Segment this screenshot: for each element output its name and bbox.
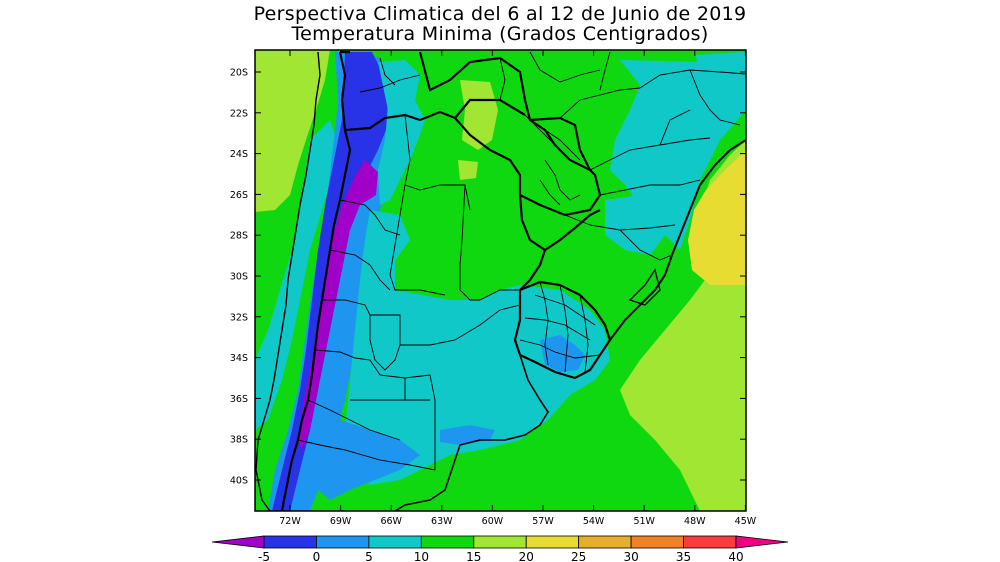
lon-tick-label: 69W — [330, 516, 352, 527]
field-atlantic-yellow — [688, 150, 746, 285]
longitude-axis: 72W 69W 66W 63W 60W 57W 54W 51W 48W 45W — [279, 50, 757, 527]
border-misiones — [518, 194, 601, 291]
border-bolivia — [340, 50, 591, 171]
lat-tick-label: 40S — [230, 476, 248, 487]
colorbar-segment — [316, 535, 370, 549]
colorbar-label: 15 — [466, 550, 481, 562]
map-subtitle: Temperatura Minima (Grados Centigrados) — [291, 23, 709, 45]
colorbar-label: 40 — [728, 550, 743, 562]
lat-tick-label: 24S — [230, 149, 248, 160]
colorbar-segment — [368, 535, 422, 549]
colorbar: -5 0 5 10 15 20 25 30 35 40 — [211, 535, 789, 562]
colorbar-label: 0 — [313, 550, 321, 562]
field-parana-cyan — [605, 195, 665, 255]
lon-tick-label: 48W — [684, 516, 706, 527]
colorbar-label: 5 — [365, 550, 373, 562]
colorbar-label: 25 — [571, 550, 586, 562]
colorbar-segment — [263, 535, 317, 549]
lon-tick-label: 63W — [431, 516, 453, 527]
lat-tick-label: 32S — [230, 312, 248, 323]
field-pacific-lightgreen — [255, 50, 330, 212]
colorbar-cap-right — [735, 535, 789, 549]
lat-tick-label: 22S — [230, 108, 248, 119]
field-chaco-lightgreen — [460, 80, 498, 150]
border-lagoa — [628, 268, 661, 306]
province-borders — [297, 51, 746, 471]
colorbar-label: 35 — [676, 550, 691, 562]
colorbar-segment — [578, 535, 632, 549]
lon-tick-label: 60W — [482, 516, 504, 527]
lat-tick-label: 20S — [230, 68, 248, 79]
colorbar-segment — [630, 535, 684, 549]
lon-tick-label: 57W — [532, 516, 554, 527]
field-patagonia-lightblue — [318, 420, 420, 500]
field-bolivia-cyan — [378, 60, 425, 205]
colorbar-segment — [525, 535, 580, 549]
field-uruguay-lightblue — [540, 335, 585, 372]
colorbar-segment — [683, 535, 737, 549]
lat-tick-label: 34S — [230, 353, 248, 364]
border-chile-coast — [255, 51, 321, 511]
border-brazil-coast — [609, 139, 746, 341]
lon-tick-label: 45W — [735, 516, 757, 527]
colorbar-label: 20 — [519, 550, 534, 562]
field-central-cyan — [345, 210, 610, 485]
field-patagonia-green — [380, 445, 560, 511]
lat-tick-label: 36S — [230, 394, 248, 405]
field-andes-purple — [298, 160, 378, 450]
lat-tick-label: 30S — [230, 272, 248, 283]
border-argentina-coast — [394, 354, 549, 511]
map-frame — [254, 49, 747, 512]
lon-tick-label: 54W — [583, 516, 605, 527]
colorbar-cap-left — [211, 535, 265, 549]
lat-tick-label: 38S — [230, 435, 248, 446]
border-uruguay — [513, 280, 612, 380]
latitude-axis: 20S 22S 24S 26S 28S 30S 32S 34S 36S 38S 40S — [230, 68, 746, 487]
lon-tick-label: 66W — [380, 516, 402, 527]
border-paraguay — [454, 98, 602, 217]
colorbar-label: -5 — [258, 550, 270, 562]
colorbar-label: 10 — [414, 550, 429, 562]
border-bolivia-argentina — [344, 110, 522, 195]
map-title: Perspectiva Climatica del 6 al 12 de Jun… — [253, 3, 747, 25]
colorbar-label: 30 — [623, 550, 638, 562]
colorbar-segment — [473, 535, 527, 549]
colorbar-segment — [420, 535, 475, 549]
field-chaco-lightgreen-2 — [458, 160, 478, 180]
lon-tick-label: 51W — [633, 516, 655, 527]
field-pacific-cyan — [255, 120, 340, 430]
borders — [255, 50, 746, 511]
lon-tick-label: 72W — [279, 516, 301, 527]
lat-tick-label: 26S — [230, 190, 248, 201]
lat-tick-label: 28S — [230, 231, 248, 242]
map-field — [255, 50, 746, 511]
